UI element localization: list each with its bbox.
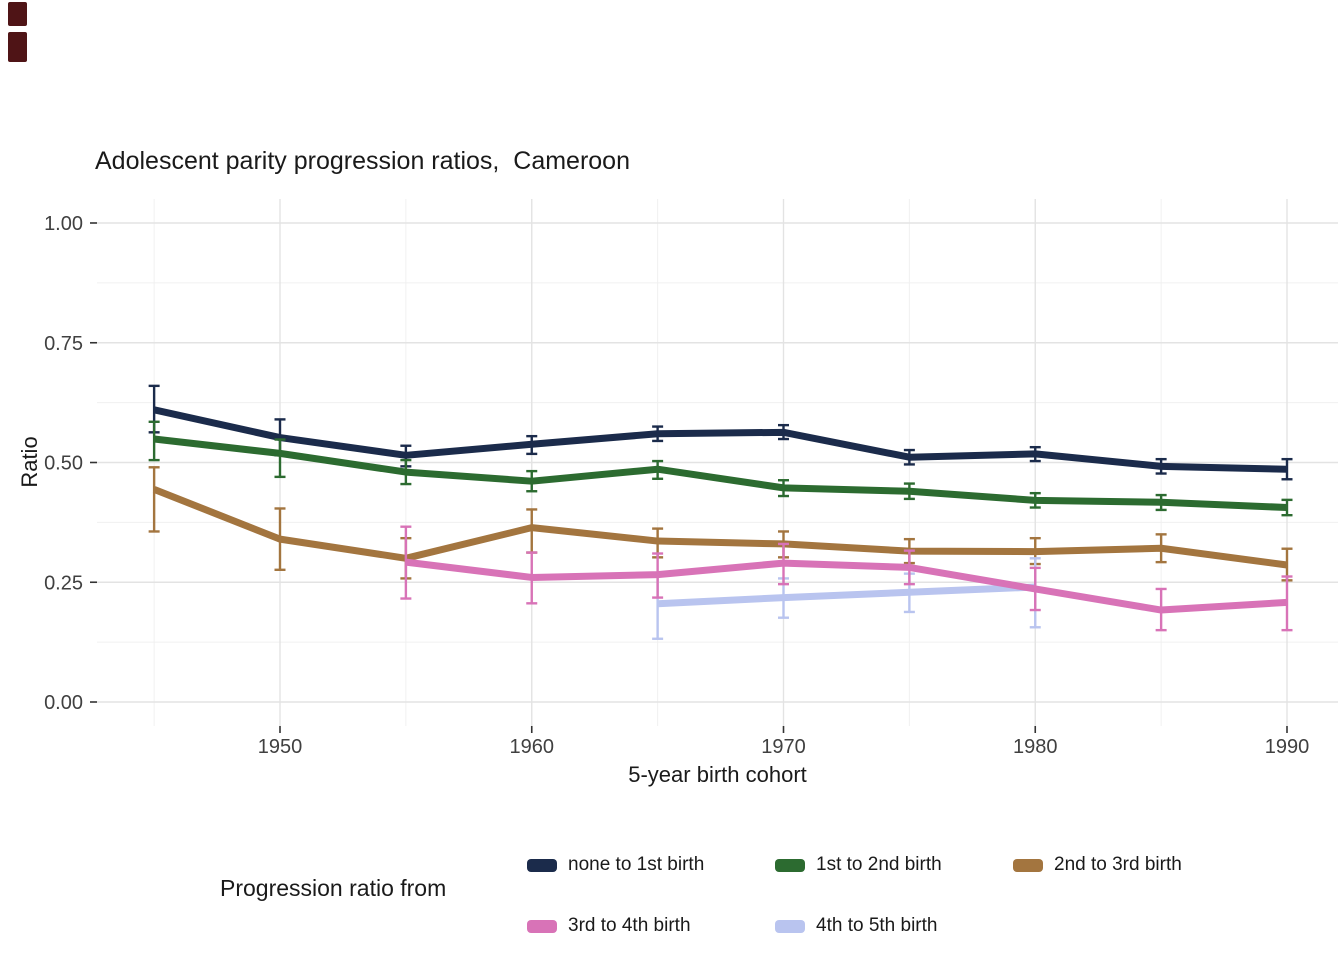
y-tick-label: 0.25 <box>44 572 83 594</box>
x-tick-label: 1990 <box>1265 736 1310 758</box>
y-axis-label: Ratio <box>17 436 42 488</box>
legend-swatch-none-to-1st-birth <box>527 858 557 872</box>
legend-item-3rd-to-4th-birth: 3rd to 4th birth <box>527 915 775 937</box>
legend-label-1st-to-2nd-birth: 1st to 2nd birth <box>816 854 942 875</box>
legend-label-4th-to-5th-birth: 4th to 5th birth <box>816 915 938 936</box>
legend-swatch-4th-to-5th-birth <box>775 919 805 933</box>
legend-label-3rd-to-4th-birth: 3rd to 4th birth <box>568 915 691 936</box>
legend-swatch-3rd-to-4th-birth <box>527 919 557 933</box>
legend-item-2nd-to-3rd-birth: 2nd to 3rd birth <box>1013 854 1182 876</box>
series-2nd-to-3rd-birth <box>148 466 1293 582</box>
line-4th-to-5th-birth <box>657 583 1036 608</box>
legend-swatch-1st-to-2nd-birth <box>775 858 805 872</box>
line-2nd-to-3rd-birth <box>152 486 1288 569</box>
y-tick-label: 1.00 <box>44 213 83 235</box>
corner-artifact <box>8 32 27 62</box>
x-tick-label: 1970 <box>761 736 806 758</box>
grid-minor <box>97 199 1338 726</box>
y-tick-labels: 0.00 0.25 0.50 0.75 1.00 <box>44 213 83 714</box>
error-bars-1st-to-2nd-birth <box>148 420 1293 517</box>
legend: none to 1st birth 1st to 2nd birth 2nd to … <box>527 852 1182 939</box>
series-none-to-1st-birth <box>148 384 1293 481</box>
chart-title: Adolescent parity progression ratios, Ca… <box>95 147 630 175</box>
legend-label-none-to-1st-birth: none to 1st birth <box>568 854 705 875</box>
legend-label-2nd-to-3rd-birth: 2nd to 3rd birth <box>1054 854 1182 875</box>
x-tick-labels: 1950 1960 1970 1980 1990 <box>258 736 1310 758</box>
line-none-to-1st-birth <box>153 406 1288 473</box>
axis-ticks <box>90 222 1288 733</box>
corner-artifact <box>8 2 27 26</box>
x-axis-label: 5-year birth cohort <box>628 762 807 787</box>
legend-item-4th-to-5th-birth: 4th to 5th birth <box>775 915 1013 937</box>
legend-item-1st-to-2nd-birth: 1st to 2nd birth <box>775 854 1013 876</box>
line-3rd-to-4th-birth <box>405 558 1288 614</box>
series-1st-to-2nd-birth <box>148 420 1293 517</box>
series-3rd-to-4th-birth <box>400 525 1293 632</box>
legend-title: Progression ratio from <box>220 874 447 901</box>
y-tick-label: 0.75 <box>44 333 83 355</box>
y-tick-label: 0.50 <box>44 453 83 475</box>
legend-swatch-2nd-to-3rd-birth <box>1013 858 1043 872</box>
legend-item-none-to-1st-birth: none to 1st birth <box>527 854 775 876</box>
x-tick-label: 1980 <box>1013 736 1058 758</box>
error-bars-2nd-to-3rd-birth <box>148 466 1293 582</box>
y-tick-label: 0.00 <box>44 692 83 714</box>
x-tick-label: 1950 <box>258 736 303 758</box>
x-tick-label: 1960 <box>510 736 555 758</box>
line-1st-to-2nd-birth <box>153 435 1288 512</box>
